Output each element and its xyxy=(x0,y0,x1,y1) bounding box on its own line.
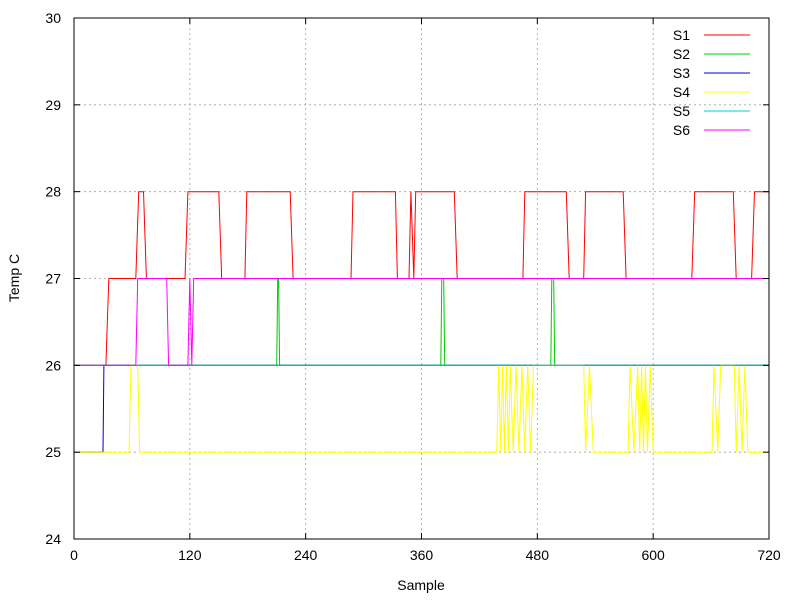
legend-label-s4: S4 xyxy=(673,84,690,100)
legend-label-s5: S5 xyxy=(673,103,690,119)
x-tick-label: 360 xyxy=(410,547,434,563)
y-tick-label: 29 xyxy=(45,97,61,113)
y-tick-label: 26 xyxy=(45,357,61,373)
x-tick-label: 120 xyxy=(178,547,202,563)
y-tick-label: 27 xyxy=(45,271,61,287)
legend-label-s2: S2 xyxy=(673,46,690,62)
y-tick-label: 30 xyxy=(45,10,61,26)
y-axis-label: Temp C xyxy=(6,254,22,302)
x-tick-label: 720 xyxy=(757,547,781,563)
y-tick-label: 24 xyxy=(45,531,61,547)
series-line-s2 xyxy=(74,278,769,366)
x-tick-label: 0 xyxy=(70,547,78,563)
series-line-s6 xyxy=(74,278,769,366)
y-tick-label: 28 xyxy=(45,184,61,200)
x-axis-label: Sample xyxy=(397,577,445,593)
series-lines xyxy=(74,191,769,453)
x-tick-label: 480 xyxy=(526,547,550,563)
y-tick-label: 25 xyxy=(45,444,61,460)
x-tick-label: 240 xyxy=(294,547,318,563)
legend-label-s1: S1 xyxy=(673,27,690,43)
x-tick-label: 600 xyxy=(641,547,665,563)
legend-label-s3: S3 xyxy=(673,65,690,81)
axis-ticks: 0 120 240 360 480 600 720 24 25 26 27 28 29 30 xyxy=(45,10,780,563)
legend-label-s6: S6 xyxy=(673,122,690,138)
legend: S1 S2 S3 S4 S5 S6 xyxy=(673,27,750,138)
